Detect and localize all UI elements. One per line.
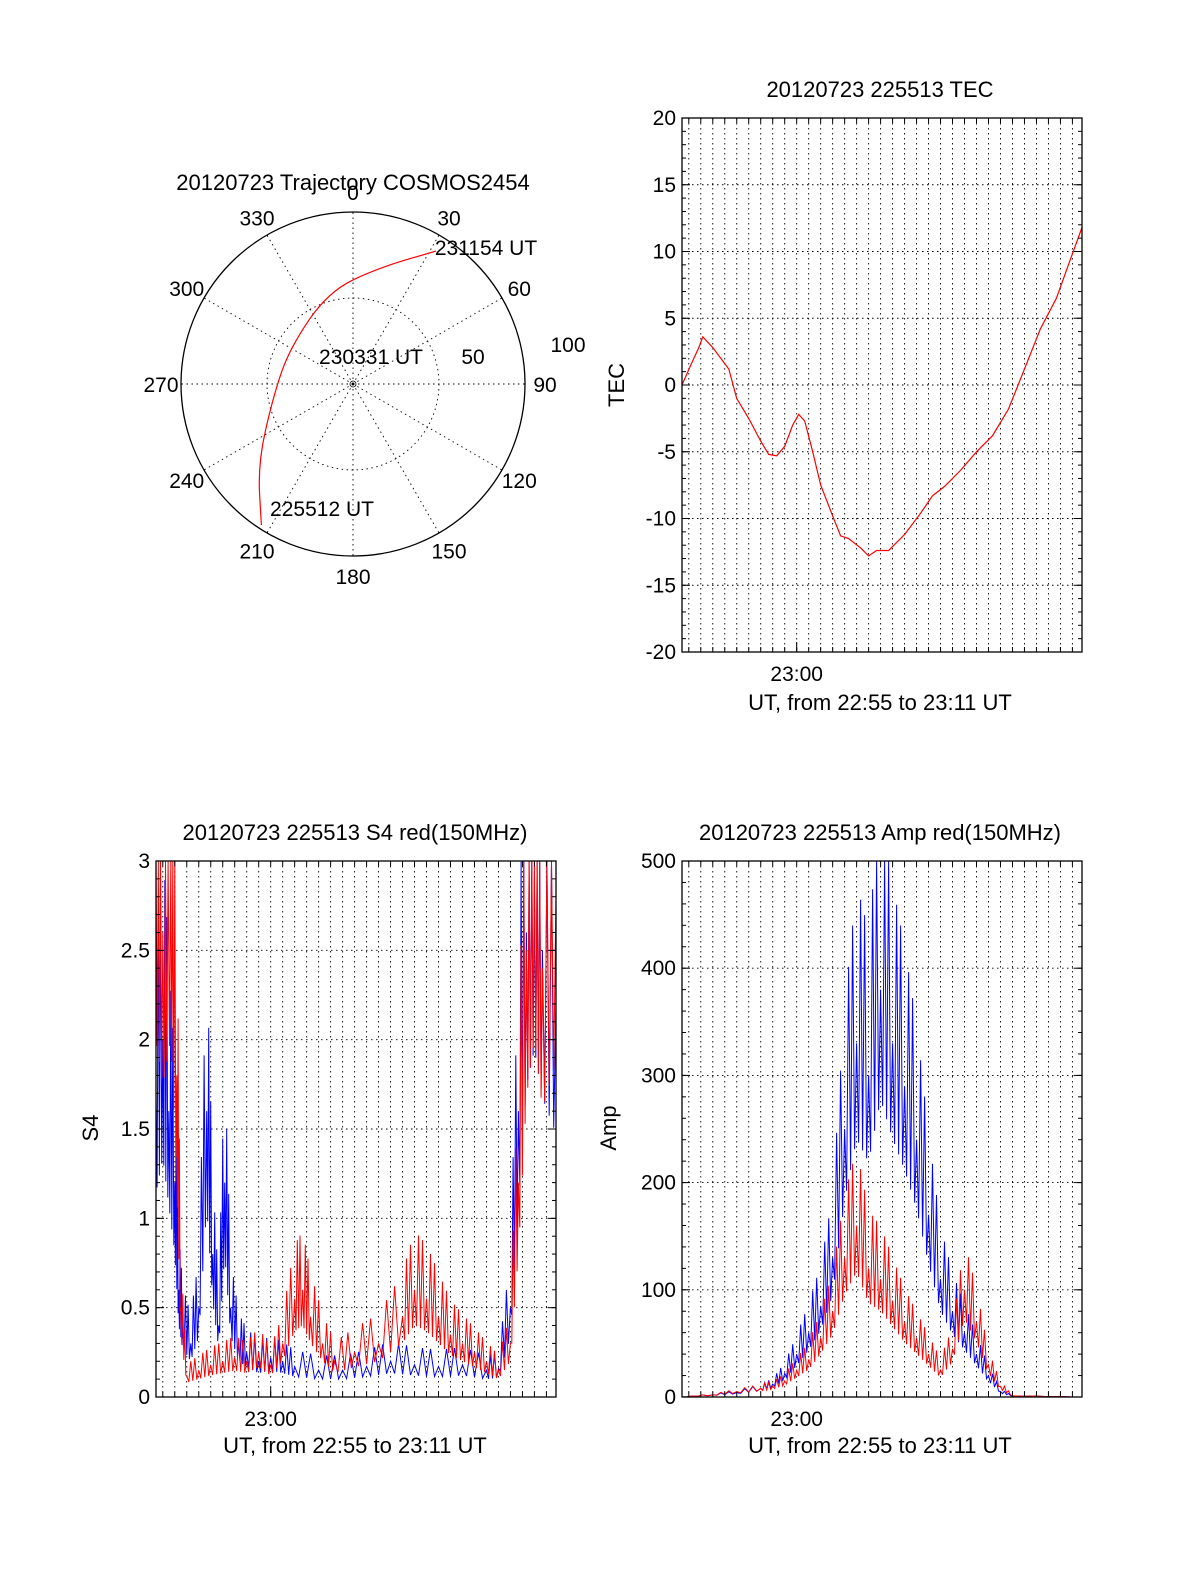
trajectory-title: 20120723 Trajectory COSMOS2454: [176, 170, 529, 195]
amp-ytick-label: 400: [641, 957, 676, 980]
amp-chart: 20120723 225513 Amp red(150MHz) UT, from…: [596, 820, 1083, 1458]
tec-ytick-label: 0: [664, 374, 676, 397]
s4-series-blue: [155, 860, 557, 1381]
azimuth-label: 240: [169, 470, 204, 493]
azimuth-label: 210: [239, 540, 274, 563]
polar-spoke: [352, 383, 503, 471]
s4-ytick-label: 0.5: [121, 1297, 150, 1320]
trajectory-polar-chart: 20120723 Trajectory COSMOS2454 0 30 60 90 12…: [143, 170, 585, 589]
trajectory-start-label: 225512 UT: [270, 498, 374, 521]
amp-ytick-label: 200: [641, 1172, 676, 1195]
azimuth-label: 90: [533, 374, 556, 397]
polar-center: [349, 380, 357, 388]
polar-grid: [181, 212, 525, 556]
polar-spoke: [203, 383, 354, 471]
trajectory-end-label: 231154 UT: [435, 237, 538, 260]
amp-xlabel: UT, from 22:55 to 23:11 UT: [748, 1433, 1012, 1458]
azimuth-label: 180: [335, 566, 370, 589]
s4-ylabel: S4: [78, 1115, 103, 1142]
amp-xtick-label: 23:00: [770, 1408, 823, 1431]
azimuth-label: 330: [239, 208, 274, 231]
elevation-ring-label-100: 100: [550, 334, 585, 357]
polar-spoke: [352, 383, 440, 534]
azimuth-label: 300: [169, 278, 204, 301]
s4-chart: 20120723 225513 S4 red(150MHz) UT, from …: [78, 820, 557, 1458]
trajectory-path: [258, 250, 437, 526]
s4-ytick-label: 3: [138, 850, 150, 873]
polar-spoke: [266, 234, 354, 385]
s4-ytick-label: 1.5: [121, 1118, 150, 1141]
tec-ytick-label: 10: [653, 241, 676, 264]
tec-chart: 20120723 225513 TEC UT, from 22:55 to 23…: [604, 77, 1083, 715]
tec-title: 20120723 225513 TEC: [766, 77, 993, 102]
azimuth-label: 60: [508, 278, 531, 301]
s4-ytick-label: 2.5: [121, 939, 150, 962]
s4-series-red: [155, 860, 557, 1383]
trajectory-middle-label: 230331 UT: [319, 346, 423, 369]
s4-grid: [156, 861, 556, 1397]
s4-title: 20120723 225513 S4 red(150MHz): [183, 820, 528, 845]
amp-ylabel: Amp: [596, 1105, 621, 1150]
tec-grid: [682, 118, 1082, 652]
amp-title: 20120723 225513 Amp red(150MHz): [699, 820, 1061, 845]
tec-ylabel: TEC: [604, 363, 629, 407]
tec-ytick-label: 5: [664, 307, 676, 330]
s4-ytick-label: 0: [138, 1386, 150, 1409]
azimuth-label: 30: [437, 208, 460, 231]
amp-ytick-label: 0: [664, 1386, 676, 1409]
polar-spoke: [352, 234, 440, 385]
polar-spoke: [352, 297, 503, 385]
amp-ytick-label: 300: [641, 1064, 676, 1087]
amp-series-red: [681, 1163, 1083, 1398]
tec-ytick-label: -20: [646, 641, 676, 664]
tec-ytick-label: -10: [646, 508, 676, 531]
s4-ytick-label: 2: [138, 1029, 150, 1052]
polar-azimuth-labels: 0 30 60 90 120 150 180 210 240 270 300 330: [143, 182, 556, 589]
azimuth-label: 150: [431, 540, 466, 563]
tec-xlabel: UT, from 22:55 to 23:11 UT: [748, 690, 1012, 715]
azimuth-label: 270: [143, 374, 178, 397]
polar-outer-ring: [180, 211, 526, 557]
s4-xtick-label: 23:00: [244, 1408, 297, 1431]
azimuth-label: 0: [347, 182, 359, 205]
s4-ytick-label: 1: [138, 1207, 150, 1230]
tec-series-red: [681, 227, 1083, 557]
tec-ytick-label: 15: [653, 174, 676, 197]
polar-spoke: [266, 383, 354, 534]
amp-series-blue: [681, 860, 1083, 1398]
tec-ytick-label: -5: [657, 441, 676, 464]
amp-ytick-label: 500: [641, 850, 676, 873]
s4-xlabel: UT, from 22:55 to 23:11 UT: [223, 1433, 487, 1458]
tec-ytick-label: 20: [653, 107, 676, 130]
tec-xtick-label: 23:00: [770, 663, 823, 686]
azimuth-label: 120: [502, 470, 537, 493]
amp-ytick-label: 100: [641, 1279, 676, 1302]
amp-grid: [682, 861, 1082, 1397]
amp-plot-frame: [681, 860, 1083, 1398]
tec-ytick-label: -15: [646, 574, 676, 597]
polar-spoke: [203, 297, 354, 385]
elevation-ring-label-50: 50: [461, 346, 484, 369]
